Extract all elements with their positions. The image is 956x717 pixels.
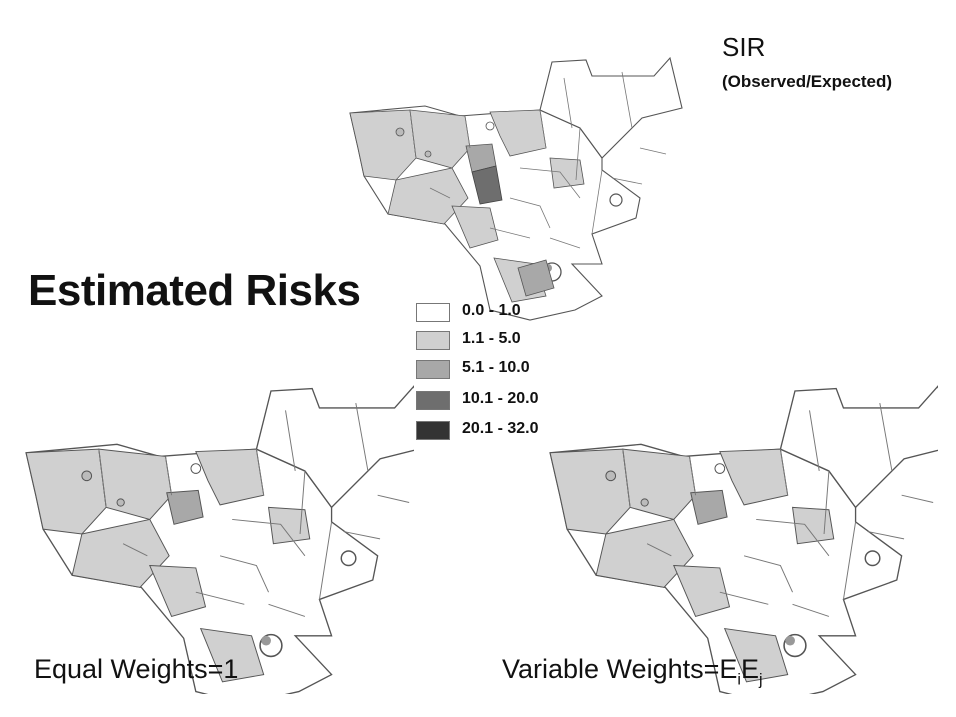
page-title: Estimated Risks <box>28 266 361 315</box>
legend-item: 5.1 - 10.0 <box>416 357 596 381</box>
sir-map <box>340 48 700 348</box>
caption-subscript-j: j <box>758 671 763 689</box>
sir-medium-risk-region <box>517 259 555 297</box>
legend-item: 10.1 - 20.0 <box>416 388 596 412</box>
variable-weights-map <box>538 374 938 694</box>
caption-e: E <box>740 654 759 684</box>
caption-prefix: Variable Weights=E <box>502 654 738 684</box>
legend-item: 0.0 - 1.0 <box>416 300 596 324</box>
legend-label: 20.1 - 32.0 <box>462 420 539 437</box>
variable-weights-caption: Variable Weights=EiEj <box>502 654 763 689</box>
caption-subscript-i: i <box>737 671 741 689</box>
equal-weights-caption: Equal Weights=1 <box>34 654 239 684</box>
legend-item: 1.1 - 5.0 <box>416 328 596 352</box>
legend-label: 0.0 - 1.0 <box>462 302 521 319</box>
sir-map-subtitle: (Observed/Expected) <box>722 72 893 91</box>
legend-swatch <box>416 303 450 322</box>
legend-label: 1.1 - 5.0 <box>462 330 521 347</box>
legend-item: 20.1 - 32.0 <box>416 418 596 442</box>
equal-weights-map <box>14 374 414 694</box>
legend-swatch <box>416 331 450 350</box>
legend-swatch <box>416 360 450 379</box>
legend-swatch <box>416 391 450 410</box>
sir-high-risk-region <box>471 165 503 205</box>
legend-label: 10.1 - 20.0 <box>462 390 539 407</box>
sir-map-title: SIR <box>722 32 766 62</box>
legend-swatch <box>416 421 450 440</box>
legend-label: 5.1 - 10.0 <box>462 359 530 376</box>
